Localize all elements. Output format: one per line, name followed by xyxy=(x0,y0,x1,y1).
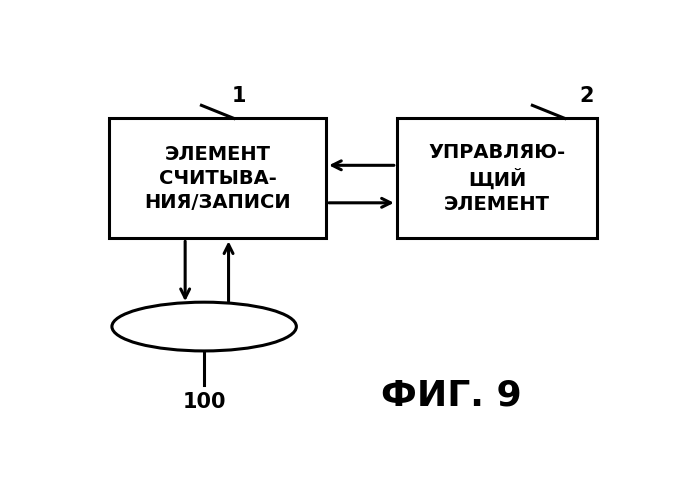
Text: 1: 1 xyxy=(232,86,246,106)
Text: 100: 100 xyxy=(183,392,226,412)
Text: ФИГ. 9: ФИГ. 9 xyxy=(381,379,522,413)
Text: ЭЛЕМЕНТ
СЧИТЫВА-
НИЯ/ЗАПИСИ: ЭЛЕМЕНТ СЧИТЫВА- НИЯ/ЗАПИСИ xyxy=(144,145,291,212)
Text: 2: 2 xyxy=(580,86,594,106)
Bar xyxy=(397,118,597,239)
Text: УПРАВЛЯЮ-
ЩИЙ
ЭЛЕМЕНТ: УПРАВЛЯЮ- ЩИЙ ЭЛЕМЕНТ xyxy=(428,143,566,214)
Ellipse shape xyxy=(112,302,296,351)
Bar xyxy=(109,118,326,239)
